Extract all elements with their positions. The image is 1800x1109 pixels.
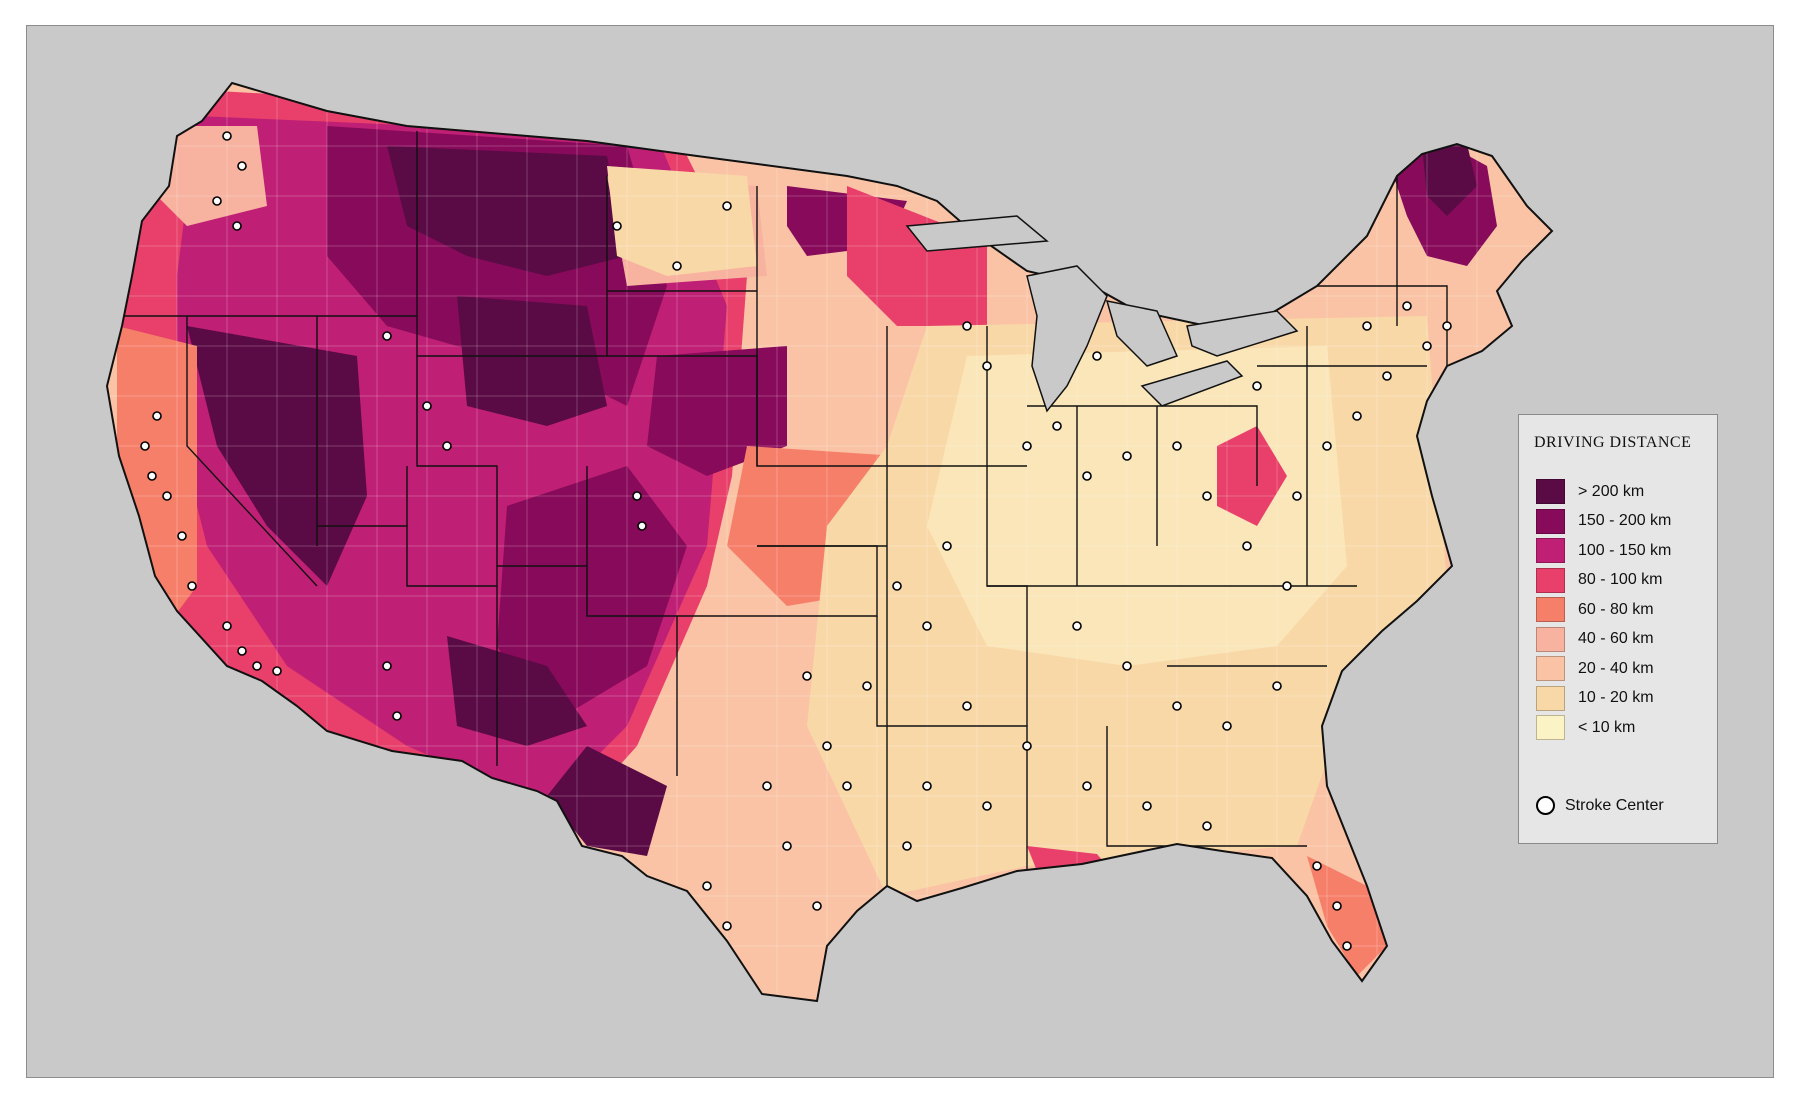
legend-items: > 200 km 150 - 200 km 100 - 150 km 80 - … — [1536, 477, 1671, 743]
legend-item: < 10 km — [1536, 713, 1671, 743]
distance-regions — [107, 83, 1552, 1001]
legend-swatch — [1536, 715, 1565, 741]
legend-label: 60 - 80 km — [1578, 600, 1654, 618]
legend-label: > 200 km — [1578, 482, 1645, 500]
legend-item: 20 - 40 km — [1536, 654, 1671, 684]
map-frame: DRIVING DISTANCE > 200 km 150 - 200 km 1… — [26, 25, 1774, 1078]
legend-label: 20 - 40 km — [1578, 659, 1654, 677]
legend-item: 150 - 200 km — [1536, 507, 1671, 537]
state-boundaries — [122, 131, 1448, 886]
legend-swatch — [1536, 685, 1565, 711]
legend-item: 80 - 100 km — [1536, 566, 1671, 596]
legend-item: 60 - 80 km — [1536, 595, 1671, 625]
legend-swatch — [1536, 567, 1565, 593]
legend-item: 100 - 150 km — [1536, 536, 1671, 566]
legend-item: 40 - 60 km — [1536, 625, 1671, 655]
map-legend: DRIVING DISTANCE > 200 km 150 - 200 km 1… — [1518, 414, 1718, 844]
stroke-center-label: Stroke Center — [1565, 796, 1664, 814]
legend-item: 10 - 20 km — [1536, 684, 1671, 714]
legend-label: < 10 km — [1578, 718, 1636, 736]
legend-item: > 200 km — [1536, 477, 1671, 507]
great-lakes — [905, 215, 1299, 413]
legend-label: 10 - 20 km — [1578, 689, 1654, 707]
legend-swatch — [1536, 656, 1565, 682]
stroke-centers — [140, 131, 1452, 951]
us-map — [106, 82, 1553, 1002]
legend-swatch — [1536, 479, 1565, 505]
legend-stroke-center: Stroke Center — [1536, 796, 1664, 815]
legend-label: 100 - 150 km — [1578, 541, 1672, 559]
legend-swatch — [1536, 508, 1565, 534]
stroke-center-icon — [1536, 796, 1555, 815]
legend-swatch — [1536, 538, 1565, 564]
legend-swatch — [1536, 597, 1565, 623]
legend-label: 150 - 200 km — [1578, 512, 1672, 530]
legend-title: DRIVING DISTANCE — [1534, 434, 1692, 451]
legend-label: 80 - 100 km — [1578, 571, 1663, 589]
legend-swatch — [1536, 626, 1565, 652]
legend-label: 40 - 60 km — [1578, 630, 1654, 648]
